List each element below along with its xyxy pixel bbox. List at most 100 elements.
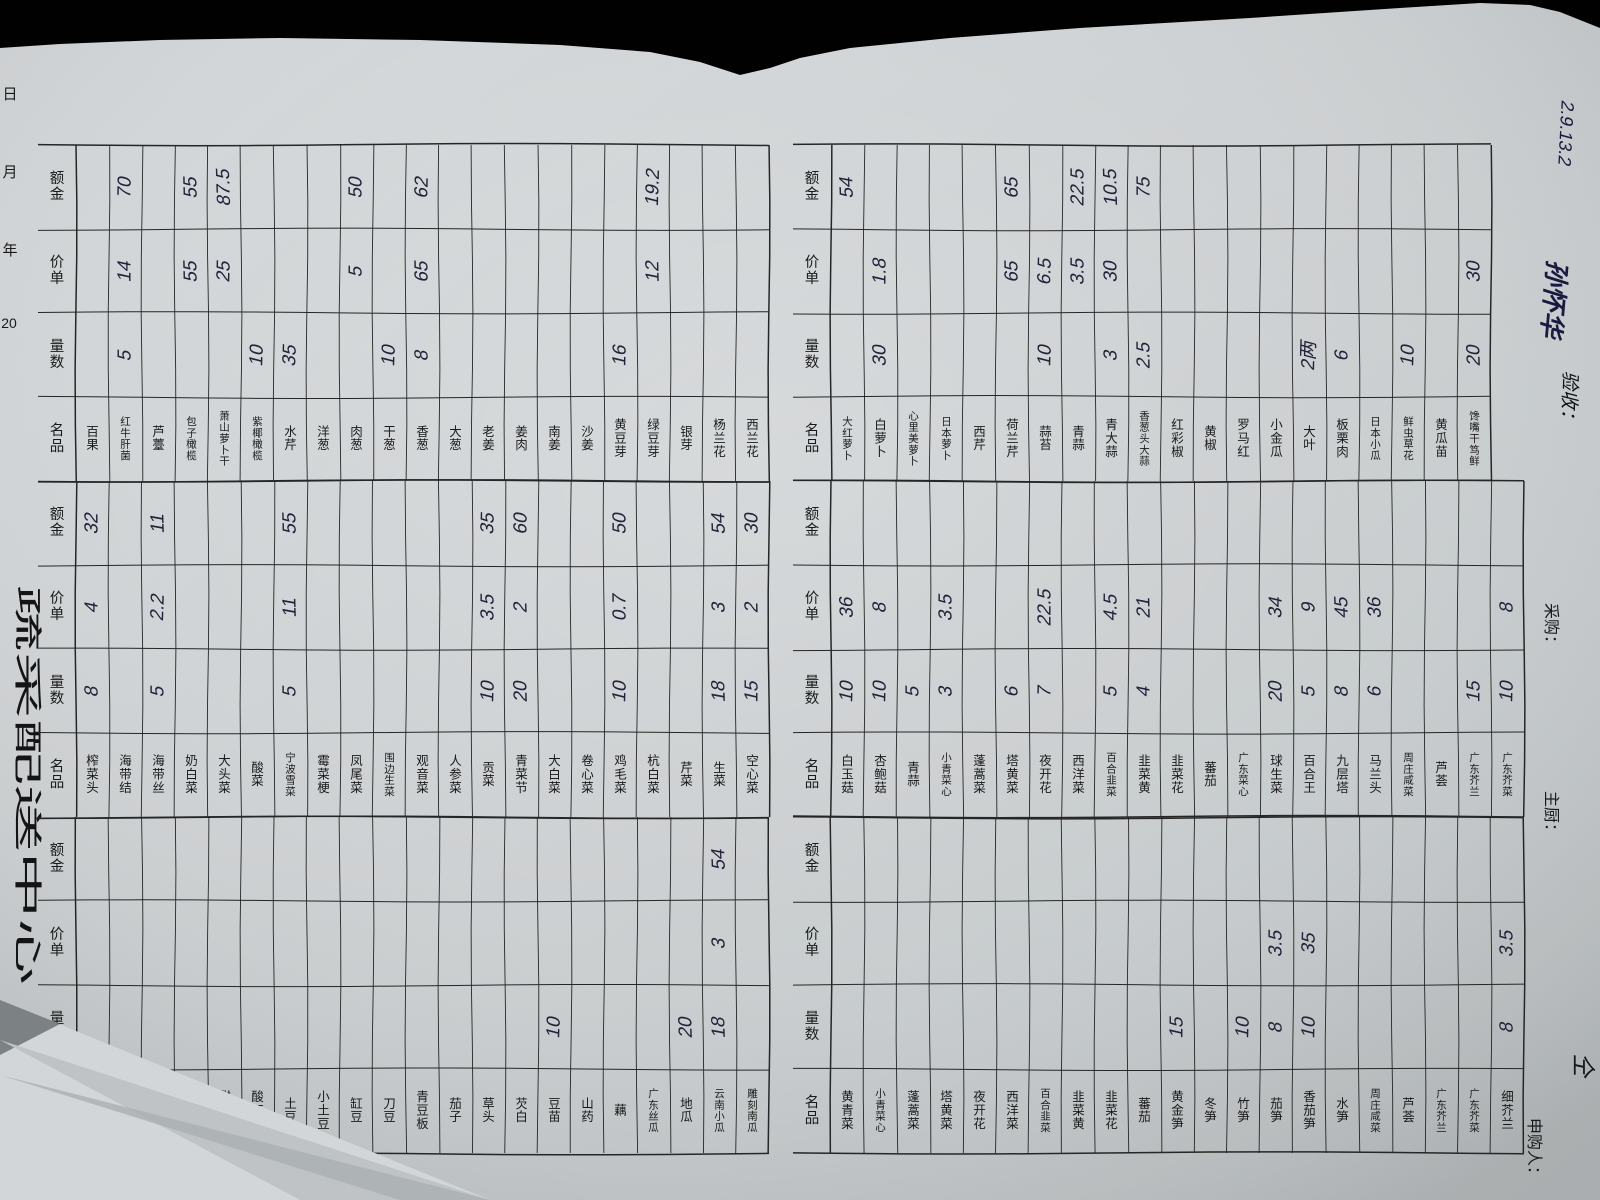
svg-text:头: 头 [218,768,231,782]
svg-text:数: 数 [805,354,820,371]
svg-text:豆: 豆 [647,432,660,446]
svg-text:菜: 菜 [416,781,429,795]
svg-text:87.5: 87.5 [213,166,235,207]
svg-text:红: 红 [842,426,853,439]
svg-text:30: 30 [741,510,762,535]
svg-text:里: 里 [908,422,919,434]
svg-text:梗: 梗 [317,780,330,795]
svg-text:荟: 荟 [1402,1110,1415,1124]
svg-text:荟: 荟 [1435,774,1448,788]
svg-text:大: 大 [1139,443,1150,456]
svg-text:东: 东 [1469,1098,1480,1111]
svg-text:带: 带 [119,768,132,782]
svg-text:菜: 菜 [1403,786,1414,798]
svg-text:白: 白 [548,767,561,782]
svg-text:杏: 杏 [874,754,887,768]
svg-text:瓜: 瓜 [680,1110,693,1124]
svg-text:韭: 韭 [1138,754,1151,768]
svg-text:菇: 菇 [841,781,854,795]
svg-text:草: 草 [1403,439,1414,451]
svg-text:合: 合 [1303,767,1316,782]
svg-text:彩: 彩 [1171,432,1184,446]
svg-text:广: 广 [1238,752,1249,764]
svg-text:芥: 芥 [1436,1111,1447,1123]
svg-text:黄: 黄 [1138,781,1151,795]
svg-text:54: 54 [836,174,858,199]
svg-text:菌: 菌 [120,450,131,462]
svg-text:干: 干 [219,456,230,468]
svg-text:菜: 菜 [875,1111,886,1123]
svg-text:笋: 笋 [1171,1116,1184,1131]
svg-text:栗: 栗 [1336,432,1349,446]
svg-text:20: 20 [510,678,532,703]
svg-text:海: 海 [119,753,132,768]
svg-text:心: 心 [746,768,759,782]
svg-text:兰: 兰 [1436,1121,1447,1134]
svg-text:芽: 芽 [647,445,660,459]
svg-text:卜: 卜 [941,450,952,462]
svg-text:芽: 芽 [614,445,627,459]
svg-text:芽: 芽 [680,438,693,452]
svg-text:小: 小 [714,1111,725,1123]
svg-text:苗: 苗 [548,1110,561,1124]
svg-text:芥: 芥 [1502,775,1513,787]
svg-text:白: 白 [841,753,854,768]
svg-text:10.5: 10.5 [1100,166,1122,207]
svg-text:地: 地 [680,1097,693,1111]
svg-text:虫: 虫 [1403,427,1414,439]
svg-text:葱: 葱 [416,438,429,452]
svg-text:东: 东 [1502,762,1513,775]
svg-text:干: 干 [383,425,396,439]
svg-text:罗: 罗 [1237,418,1250,432]
svg-text:名: 名 [50,758,65,775]
svg-text:广: 广 [648,1088,659,1100]
svg-text:36: 36 [836,594,858,619]
svg-text:茄: 茄 [449,1097,462,1111]
svg-text:2.2: 2.2 [147,591,168,623]
svg-text:酸: 酸 [251,760,264,775]
svg-text:菜: 菜 [1040,1122,1051,1134]
svg-text:采购：: 采购： [1542,603,1560,651]
svg-text:刀: 刀 [383,1097,396,1111]
svg-text:金: 金 [805,186,820,203]
svg-text:芥: 芥 [1469,1111,1480,1123]
svg-text:菜: 菜 [350,781,363,795]
svg-text:王: 王 [1303,781,1316,795]
svg-text:广: 广 [1436,1088,1447,1100]
svg-text:量: 量 [805,339,820,355]
svg-text:夜: 夜 [1039,753,1052,768]
svg-text:55: 55 [279,510,300,535]
svg-text:品: 品 [50,438,65,455]
svg-text:数: 数 [50,354,65,371]
svg-text:波: 波 [285,762,296,775]
svg-text:笃: 笃 [1469,443,1480,456]
svg-text:笋: 笋 [1237,1109,1250,1124]
svg-text:豆: 豆 [383,1110,396,1124]
svg-text:合: 合 [1106,762,1117,775]
svg-text:洋: 洋 [1072,767,1085,782]
svg-text:大: 大 [1105,432,1118,446]
svg-text:花: 花 [1039,780,1052,795]
svg-text:橄: 橄 [252,438,263,451]
svg-text:白: 白 [515,1109,528,1124]
svg-text:东: 东 [648,1098,659,1111]
svg-text:黄: 黄 [614,418,627,432]
svg-text:芹: 芹 [284,438,297,452]
svg-text:22.5: 22.5 [1035,586,1056,628]
svg-text:嘴: 嘴 [1469,422,1480,434]
svg-text:心: 心 [941,786,952,798]
svg-text:数: 数 [50,690,65,707]
svg-text:菜: 菜 [1171,768,1184,782]
svg-text:价: 价 [805,591,820,607]
svg-text:头: 头 [482,1110,495,1124]
svg-text:瓜: 瓜 [1435,432,1448,446]
svg-text:单: 单 [805,606,820,623]
svg-text:瓜: 瓜 [648,1122,659,1134]
svg-text:45: 45 [1331,594,1353,619]
svg-text:庄: 庄 [1403,762,1414,775]
svg-text:蒜: 蒜 [1039,425,1052,439]
svg-text:水: 水 [1336,1097,1349,1111]
svg-text:小: 小 [317,1090,330,1104]
svg-text:小: 小 [1270,418,1283,432]
svg-text:广: 广 [1469,752,1480,764]
